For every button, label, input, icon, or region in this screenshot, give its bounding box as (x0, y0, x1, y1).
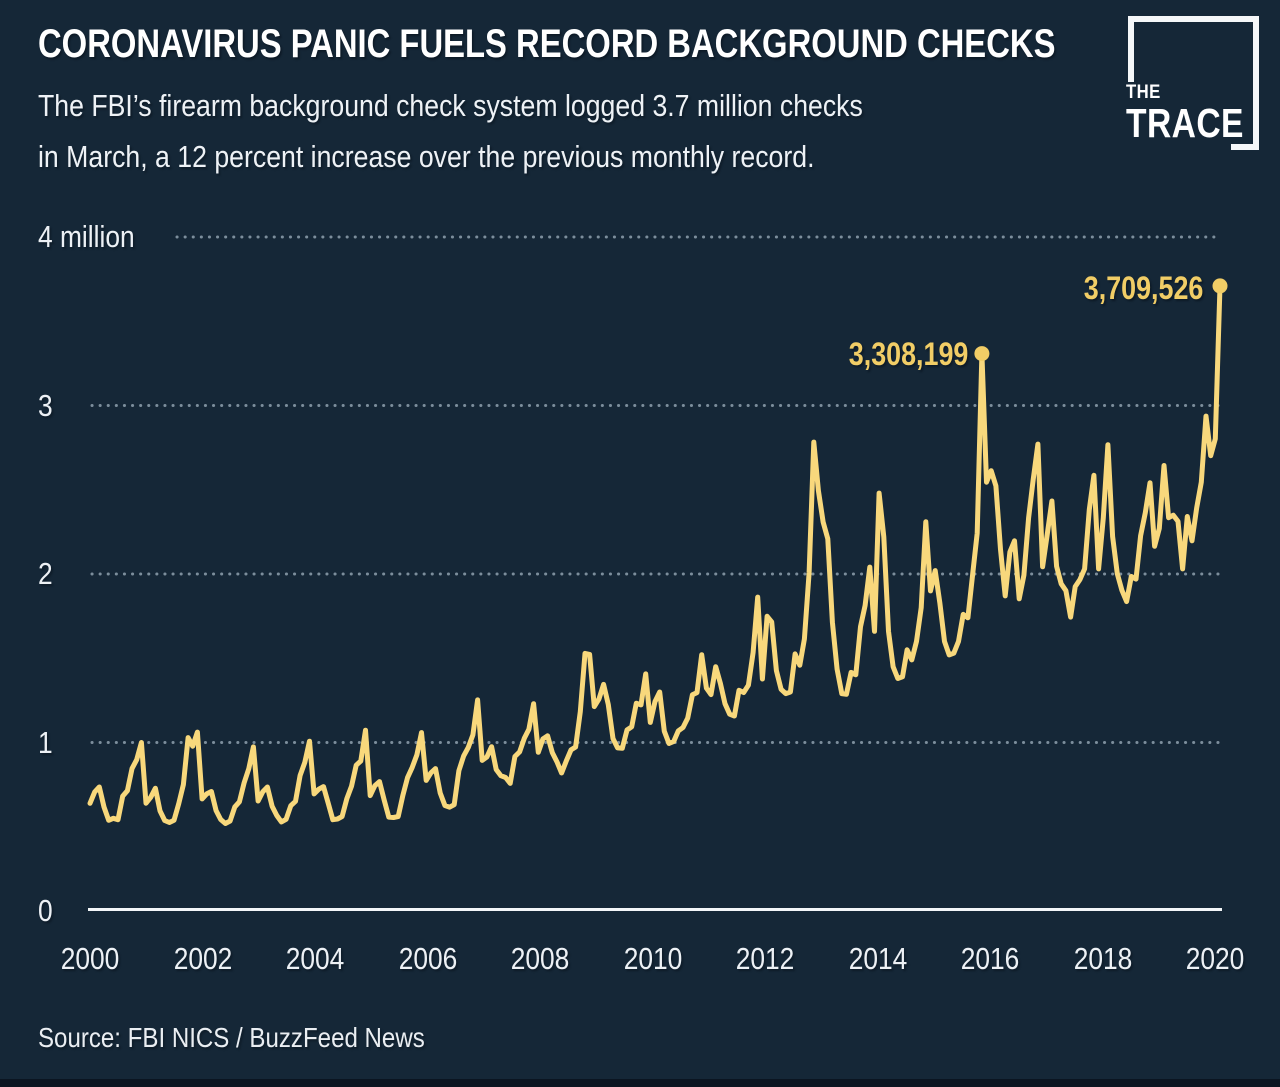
x-axis-label: 2014 (848, 941, 907, 976)
footer-strip (0, 1079, 1280, 1087)
logo-frame-top (1128, 16, 1259, 22)
the-trace-logo: THE TRACE (1126, 16, 1259, 150)
logo-text-the: THE (1126, 82, 1161, 103)
annotation-mar-2020: 3,709,526 (1083, 270, 1203, 306)
logo-frame-bottom (1231, 144, 1259, 150)
annotation-dec-2015: 3,308,199 (848, 336, 968, 372)
x-axis-label: 2000 (60, 941, 120, 976)
chart-title: CORONAVIRUS PANIC FUELS RECORD BACKGROUN… (38, 22, 1056, 66)
y-axis-label: 1 (38, 724, 53, 760)
x-axis-label: 2016 (960, 941, 1020, 976)
chart-subtitle-line2: in March, a 12 percent increase over the… (38, 139, 815, 174)
background-checks-line (87, 283, 1223, 826)
y-axis-label: 3 (38, 387, 53, 423)
y-axis-label: 2 (38, 556, 53, 591)
logo-text-trace: TRACE (1126, 100, 1244, 146)
x-axis-label: 2010 (623, 941, 682, 976)
source-credit: Source: FBI NICS / BuzzFeed News (38, 1022, 425, 1053)
x-axis-label: 2008 (510, 941, 570, 976)
y-axis-label: 0 (38, 893, 53, 928)
x-axis-label: 2012 (735, 941, 795, 976)
logo-frame-left (1128, 16, 1134, 82)
peak-marker-dot (1212, 278, 1228, 294)
peak-marker-dot (974, 346, 990, 362)
logo-frame-right (1253, 16, 1259, 150)
x-axis-label: 2020 (1185, 941, 1245, 976)
chart-subtitle-line1: The FBI’s firearm background check syste… (38, 88, 863, 123)
x-axis-label: 2004 (285, 941, 345, 976)
x-axis-label: 2002 (173, 941, 232, 976)
y-axis-label: 4 million (38, 219, 135, 254)
x-axis-label: 2018 (1073, 941, 1132, 976)
x-axis-label: 2006 (398, 941, 457, 976)
